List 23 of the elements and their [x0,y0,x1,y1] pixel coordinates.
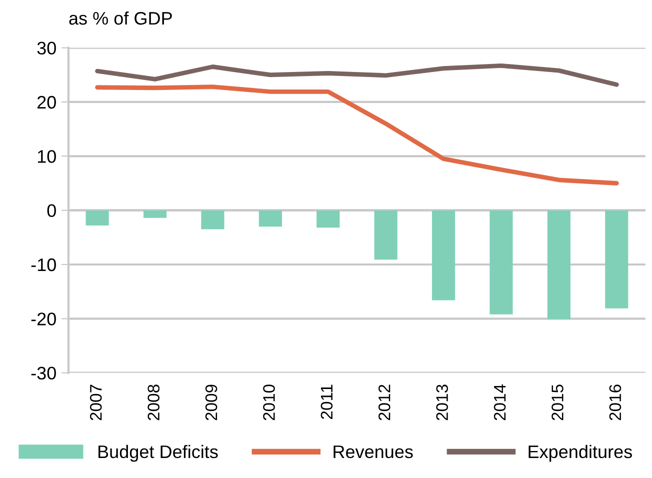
y-tick-label: 0 [47,204,56,218]
y-tick-label: 20 [37,96,56,109]
x-tick-label: 2010 [263,384,275,420]
x-tick-label: 2014 [494,384,506,420]
x-tick-label: 2015 [552,384,564,420]
x-tick-label: 2013 [436,384,448,420]
x-tick-label: 2007 [90,384,102,420]
x-tick-label: 2009 [205,384,218,420]
legend-label: Revenues [334,446,413,458]
x-tick-label: 2012 [378,384,390,420]
line-series [95,63,619,87]
legend-label: Budget Deficits [98,444,218,462]
y-tick-label: -10 [31,258,56,272]
y-tick-label: 10 [38,150,56,163]
y-tick-label: -20 [31,312,56,326]
legend-label: Expenditures [528,444,632,462]
y-axis-title: as % of GDP [69,11,172,25]
y-tick-label: -30 [31,366,56,380]
y-tick-label: 30 [37,42,56,55]
x-tick-label: 2011 [320,384,333,419]
x-tick-label: 2016 [609,384,622,420]
x-tick-label: 2008 [148,384,160,420]
line-series [95,84,619,186]
